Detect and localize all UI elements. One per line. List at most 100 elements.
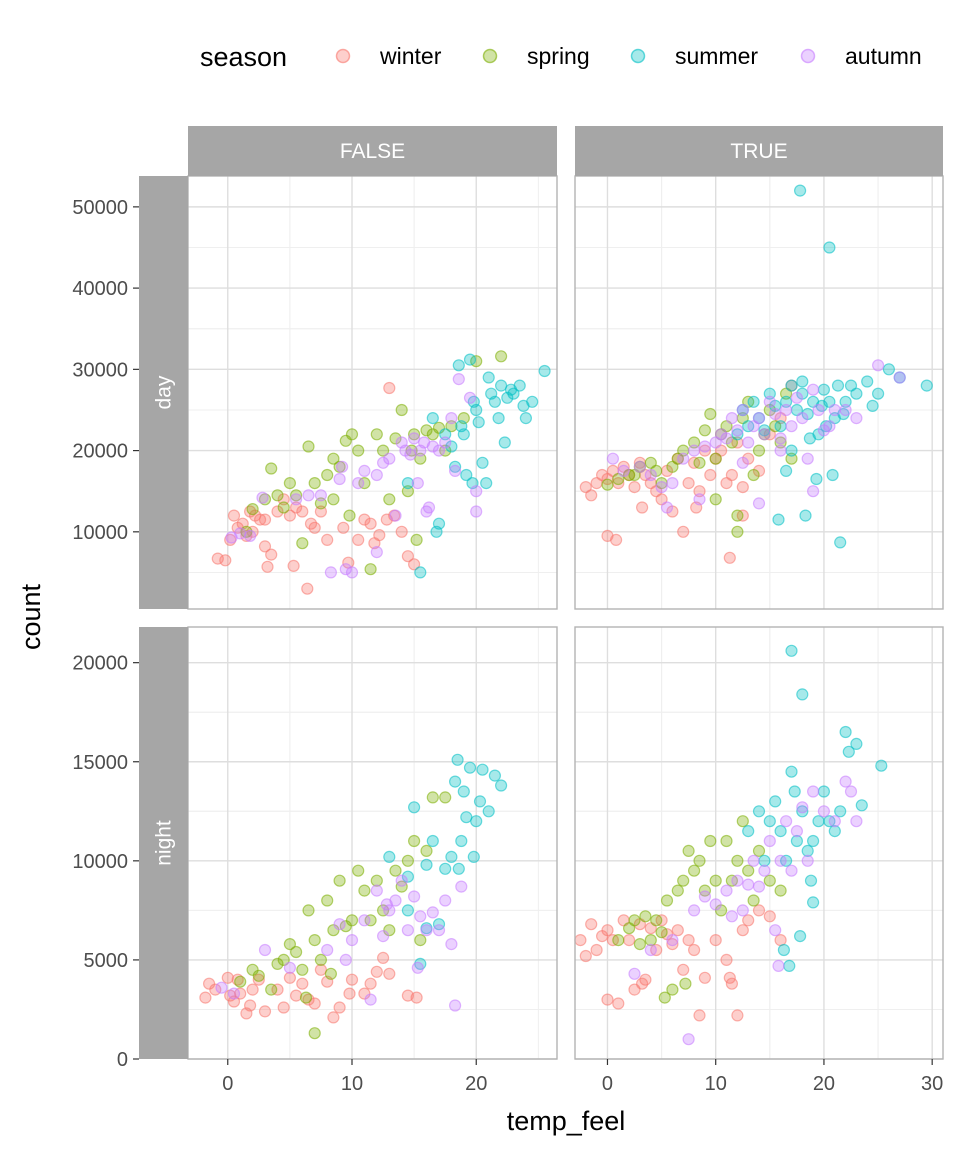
data-point-spring: [290, 489, 303, 502]
data-point-autumn: [785, 864, 798, 877]
legend-item-spring: spring: [482, 43, 590, 69]
data-point-spring: [324, 967, 337, 980]
data-point-summer: [439, 428, 452, 441]
data-point-winter: [301, 582, 314, 595]
data-point-autumn: [302, 489, 315, 502]
series-summer: [731, 184, 933, 549]
data-point-winter: [635, 977, 649, 990]
data-point-spring: [271, 489, 284, 502]
data-point-summer: [742, 824, 755, 838]
data-point-spring: [666, 983, 679, 996]
data-point-autumn: [324, 566, 337, 579]
series-autumn: [225, 373, 483, 579]
data-point-spring: [389, 864, 402, 877]
data-point-spring: [383, 493, 396, 506]
data-point-winter: [677, 525, 690, 538]
legend-label-summer: summer: [675, 43, 758, 69]
data-point-spring: [343, 509, 356, 522]
series-summer: [383, 753, 508, 971]
data-point-autumn: [779, 403, 793, 417]
y-tick-label: 20000: [72, 441, 128, 463]
data-point-autumn: [452, 373, 465, 386]
data-point-autumn: [850, 815, 863, 828]
legend-label-autumn: autumn: [845, 43, 922, 69]
strip-column-true: TRUE: [575, 126, 943, 176]
data-point-summer: [401, 904, 414, 917]
panel-night-false: [187, 626, 558, 1060]
data-point-autumn: [439, 436, 452, 449]
data-point-spring: [314, 953, 327, 967]
data-point-winter: [723, 971, 736, 984]
y-tick-label: 50000: [72, 197, 128, 219]
data-point-winter: [671, 924, 684, 937]
series-autumn: [628, 775, 863, 1046]
data-point-summer: [480, 477, 493, 490]
data-point-summer: [492, 412, 505, 425]
data-point-autumn: [256, 491, 269, 504]
data-point-autumn: [336, 460, 349, 473]
data-point-spring: [408, 428, 421, 441]
data-point-summer: [850, 387, 863, 400]
gridlines: [575, 627, 943, 1060]
data-point-summer: [806, 896, 820, 909]
data-point-summer: [463, 353, 477, 366]
strip-background: [575, 126, 943, 176]
data-point-spring: [671, 884, 684, 897]
data-point-spring: [364, 914, 377, 927]
data-point-summer: [473, 795, 487, 808]
data-point-spring: [410, 533, 423, 547]
legend-item-autumn: autumn: [800, 43, 922, 69]
data-point-summer: [920, 379, 933, 392]
data-point-autumn: [736, 456, 749, 469]
data-point-autumn: [414, 910, 427, 923]
data-point-autumn: [644, 943, 657, 957]
y-tick-label: 10000: [72, 522, 128, 544]
data-point-spring: [720, 834, 733, 848]
data-point-winter: [308, 997, 321, 1010]
data-point-autumn: [790, 391, 804, 404]
data-point-autumn: [839, 403, 852, 417]
data-point-summer: [476, 456, 489, 469]
data-point-autumn: [823, 420, 836, 433]
data-point-summer: [785, 644, 798, 657]
data-point-autumn: [806, 485, 820, 498]
data-point-winter: [252, 973, 265, 986]
data-point-winter: [410, 991, 423, 1004]
data-point-winter: [345, 973, 359, 986]
data-point-spring: [283, 937, 296, 951]
data-point-spring: [389, 432, 402, 445]
data-point-winter: [383, 967, 396, 980]
data-point-winter: [277, 1001, 290, 1014]
data-point-autumn: [666, 477, 679, 490]
data-point-winter: [590, 943, 603, 957]
data-point-autumn: [333, 472, 346, 486]
data-point-spring: [296, 963, 309, 976]
data-point-autumn: [455, 880, 468, 893]
data-point-autumn: [772, 959, 785, 973]
strip-label: TRUE: [730, 140, 787, 163]
data-point-winter: [308, 521, 321, 534]
data-point-autumn: [377, 456, 390, 469]
data-point-summer: [383, 850, 396, 864]
data-point-autumn: [445, 412, 458, 425]
data-point-autumn: [844, 785, 858, 798]
data-point-spring: [650, 914, 663, 927]
data-point-autumn: [769, 407, 782, 421]
panel-day-false: [187, 175, 558, 610]
data-point-autumn: [411, 961, 424, 974]
data-point-winter: [742, 914, 755, 927]
data-point-summer: [445, 850, 458, 864]
data-point-spring: [246, 503, 259, 516]
data-point-autumn: [339, 953, 352, 967]
data-point-spring: [321, 894, 334, 907]
data-point-autumn: [215, 981, 228, 994]
data-point-winter: [277, 493, 290, 506]
legend-label-spring: spring: [527, 43, 590, 69]
data-point-spring: [658, 991, 671, 1004]
data-point-autumn: [401, 924, 414, 937]
data-point-autumn: [752, 880, 766, 893]
data-point-summer: [482, 805, 495, 818]
data-point-spring: [308, 933, 321, 947]
strip-row-night: night: [139, 627, 188, 1059]
data-point-autumn: [420, 924, 433, 937]
